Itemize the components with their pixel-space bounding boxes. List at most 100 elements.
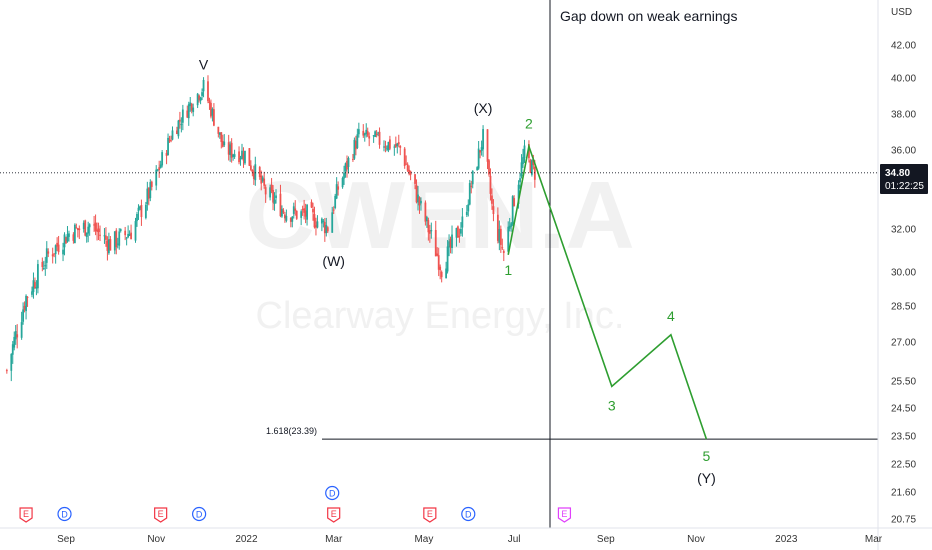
- down-candle: [93, 224, 96, 226]
- last-price-tag: 34.80 01:22:25: [880, 164, 928, 194]
- up-candle: [306, 204, 308, 220]
- up-candle: [507, 226, 510, 252]
- up-candle: [14, 331, 17, 340]
- up-candle: [459, 228, 462, 234]
- up-candle: [510, 223, 513, 227]
- up-candle: [146, 188, 149, 205]
- time-axis[interactable]: Sep Nov 2022 Mar May Jul Sep Nov 2023 Mar: [57, 534, 883, 545]
- down-candle: [75, 227, 78, 229]
- down-candle: [405, 163, 408, 165]
- price-tick-label: 23.50: [891, 432, 916, 443]
- down-candle: [378, 131, 381, 145]
- up-candle: [36, 264, 39, 289]
- down-candle: [326, 227, 329, 232]
- up-candle: [335, 184, 338, 199]
- up-candle: [13, 336, 16, 348]
- down-candle: [436, 253, 439, 256]
- up-candle: [269, 187, 272, 198]
- dividend-marker-shape: [192, 506, 207, 522]
- down-candle: [213, 109, 215, 126]
- up-candle: [425, 217, 428, 221]
- up-candle: [387, 141, 390, 151]
- down-candle: [528, 144, 530, 159]
- price-tick-label: 30.00: [891, 268, 916, 279]
- down-candle: [427, 220, 430, 233]
- up-candle: [54, 245, 57, 255]
- down-candle: [303, 208, 306, 213]
- down-candle: [418, 197, 421, 206]
- down-candle: [397, 142, 400, 145]
- up-candle: [139, 206, 141, 209]
- down-candle: [439, 266, 442, 271]
- down-candle: [470, 185, 473, 187]
- down-candle: [488, 160, 490, 175]
- down-candle: [198, 95, 201, 100]
- up-candle: [511, 196, 514, 225]
- down-candle: [399, 145, 402, 148]
- up-candle: [461, 216, 464, 228]
- up-candle: [223, 141, 226, 146]
- down-candle: [176, 130, 178, 135]
- down-candle: [394, 143, 397, 148]
- down-candle: [158, 167, 161, 170]
- price-axis[interactable]: USD 42.0040.0038.0036.0034.0032.0030.002…: [891, 7, 916, 526]
- dividend-marker-glyph: D: [196, 510, 203, 520]
- down-candle: [414, 174, 416, 184]
- dividend-marker: D: [57, 506, 72, 522]
- last-price-bg: [880, 164, 928, 194]
- down-candle: [51, 254, 54, 257]
- date-tick-label: 2023: [775, 534, 798, 545]
- up-candle: [417, 194, 419, 203]
- down-candle: [502, 250, 505, 254]
- down-candle: [499, 228, 502, 245]
- up-candle: [393, 146, 396, 148]
- wave-label: V: [199, 56, 209, 72]
- down-candle: [72, 234, 75, 241]
- earnings-marker: E: [327, 507, 341, 523]
- up-candle: [137, 207, 140, 212]
- earnings-marker-glyph: E: [158, 509, 164, 519]
- price-tick-label: 22.50: [891, 460, 916, 471]
- down-candle: [440, 271, 443, 278]
- up-candle: [218, 132, 221, 135]
- price-tick-label: 20.75: [891, 515, 916, 526]
- down-candle: [57, 244, 60, 253]
- up-candle: [476, 167, 479, 171]
- up-candle: [420, 200, 422, 204]
- up-candle: [334, 195, 337, 208]
- up-candle: [482, 129, 484, 150]
- down-candle: [97, 228, 100, 233]
- earnings-marker-shape: [557, 507, 572, 523]
- down-candle: [238, 151, 240, 163]
- date-tick-label: Nov: [687, 534, 705, 545]
- up-candle: [161, 152, 164, 166]
- wave-label: 3: [608, 397, 616, 413]
- down-candle: [190, 103, 193, 111]
- down-candle: [354, 140, 357, 150]
- up-candle: [467, 204, 470, 212]
- up-candle: [254, 164, 257, 181]
- symbol-watermark: CWEN.A Clearway Energy, Inc.: [245, 162, 634, 337]
- wave-label: (Y): [697, 470, 716, 486]
- price-tick-label: 27.00: [891, 338, 916, 349]
- up-candle: [211, 108, 214, 116]
- up-candle: [451, 234, 453, 249]
- price-tick-label: 38.00: [891, 110, 916, 121]
- down-candle: [227, 142, 230, 155]
- up-candle: [113, 231, 116, 251]
- down-candle: [313, 214, 316, 228]
- down-candle: [315, 225, 317, 228]
- down-candle: [147, 188, 150, 199]
- down-candle: [94, 222, 97, 232]
- down-candle: [124, 230, 127, 236]
- dividend-marker-glyph: D: [329, 489, 336, 499]
- wave-label: 2: [525, 115, 533, 131]
- down-candle: [208, 101, 211, 103]
- dividend-marker-shape: [461, 506, 476, 522]
- date-tick-label: 2022: [235, 534, 258, 545]
- price-tick-label: 24.50: [891, 404, 916, 415]
- down-candle: [368, 136, 371, 139]
- up-candle: [85, 232, 88, 237]
- down-candle: [457, 226, 459, 238]
